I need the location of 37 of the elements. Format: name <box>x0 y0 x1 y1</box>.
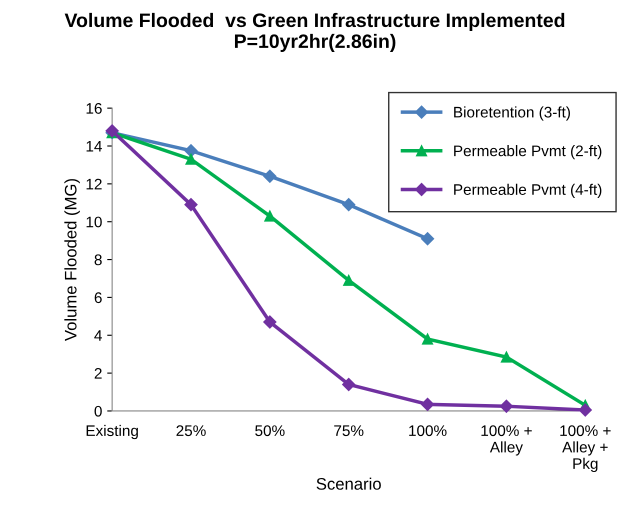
y-tick-label: 2 <box>94 368 102 379</box>
x-axis-title: Scenario <box>316 478 381 490</box>
legend-label: Bioretention (3-ft) <box>454 106 570 121</box>
point <box>578 403 592 417</box>
point <box>184 198 198 212</box>
point <box>185 154 197 165</box>
x-tick-label: 100% + Alley + Pkg <box>560 425 611 472</box>
y-axis-title: Volume Flooded (MG) <box>64 179 80 341</box>
point <box>342 378 356 392</box>
point <box>184 144 198 158</box>
chart-title: Volume Flooded vs Green Infrastructure Implemented P=10yr2hr(2.86in) <box>64 12 564 52</box>
x-tick-label: 100% + Alley <box>481 425 532 456</box>
point <box>263 315 276 329</box>
point <box>422 333 434 345</box>
x-tick-label: Existing <box>86 424 138 440</box>
y-tick-label: 6 <box>94 292 102 304</box>
point <box>264 210 276 222</box>
y-tick-label: 0 <box>94 406 102 417</box>
y-tick-label: 8 <box>94 254 102 266</box>
legend-label: Permeable Pvmt (4-ft) <box>454 184 602 198</box>
y-tick-label: 4 <box>94 330 102 341</box>
point <box>500 400 514 413</box>
point <box>420 398 434 411</box>
point <box>420 232 434 246</box>
y-tick-label: 12 <box>86 178 102 190</box>
point <box>500 351 512 363</box>
y-tick-label: 14 <box>86 141 102 152</box>
x-tick-label: 50% <box>255 425 285 436</box>
y-tick-label: 10 <box>86 216 102 228</box>
point <box>342 198 356 212</box>
x-tick-label: 100% <box>409 425 447 436</box>
x-tick-label: 75% <box>334 425 364 436</box>
y-tick-label: 16 <box>86 103 102 114</box>
point <box>263 170 276 183</box>
x-tick-label: 25% <box>176 425 206 436</box>
legend-label: Permeable Pvmt (2-ft) <box>454 145 602 160</box>
point <box>343 274 354 286</box>
